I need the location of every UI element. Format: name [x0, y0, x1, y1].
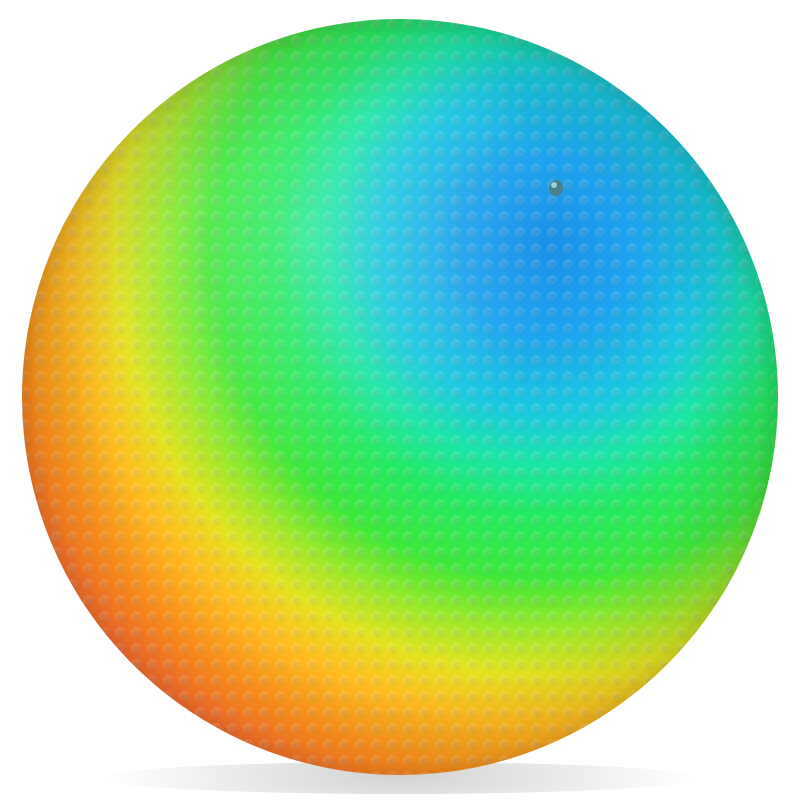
- valve-highlight: [551, 182, 557, 188]
- shadow: [100, 762, 700, 794]
- valve: [549, 180, 563, 196]
